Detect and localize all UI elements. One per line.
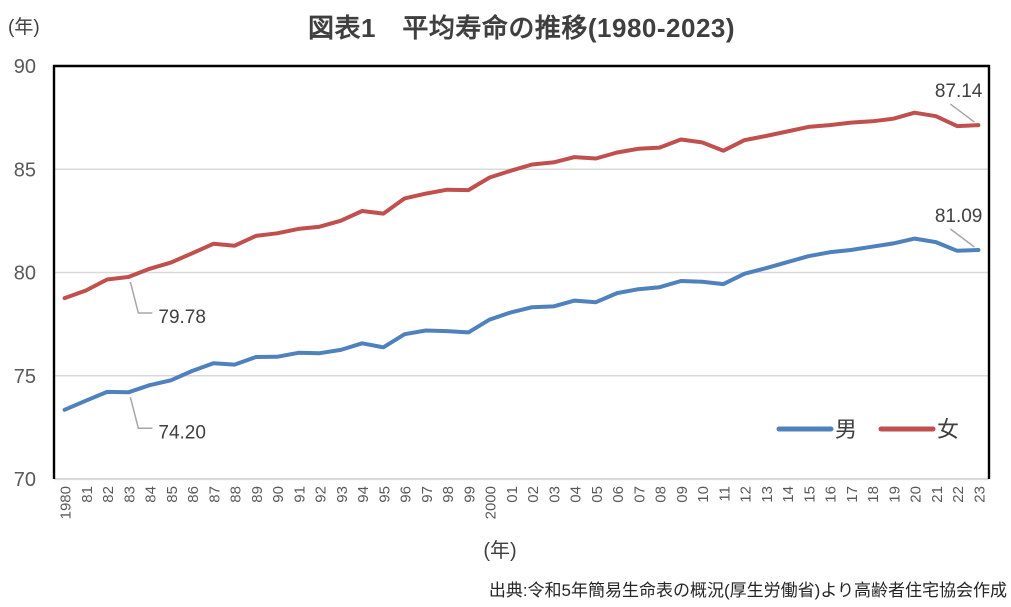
x-tick-label: 92 xyxy=(313,486,330,503)
x-tick-label: 04 xyxy=(568,486,585,503)
x-tick-label: 98 xyxy=(440,486,457,503)
chart-title: 図表1 平均寿命の推移(1980-2023) xyxy=(307,13,736,43)
y-tick-label: 80 xyxy=(14,263,36,285)
x-tick-label: 89 xyxy=(249,486,266,503)
x-tick-label: 12 xyxy=(738,486,755,503)
annotation-leader xyxy=(129,281,153,314)
x-tick-label: 97 xyxy=(419,486,436,503)
source-note: 出典:令和5年簡易生命表の概況(厚生労働省)より高齢者住宅協会作成 xyxy=(488,581,1007,600)
x-tick-label: 99 xyxy=(461,486,478,503)
x-tick-label: 20 xyxy=(908,486,925,503)
x-tick-label: 01 xyxy=(504,486,521,503)
x-tick-label: 84 xyxy=(143,486,160,503)
x-tick-label: 2000 xyxy=(483,486,500,519)
series-line-male xyxy=(62,236,981,412)
x-tick-label: 02 xyxy=(525,486,542,503)
x-tick-label: 19 xyxy=(886,486,903,503)
x-tick-label: 94 xyxy=(355,486,372,503)
legend-label-male: 男 xyxy=(835,417,857,442)
x-tick-label: 83 xyxy=(121,486,138,503)
y-tick-label: 90 xyxy=(14,56,36,78)
x-tick-label: 96 xyxy=(398,486,415,503)
y-tick-label: 75 xyxy=(14,366,36,388)
x-tick-label: 90 xyxy=(270,486,287,503)
x-tick-label: 86 xyxy=(185,486,202,503)
series-line-female xyxy=(62,110,981,301)
x-tick-label: 16 xyxy=(823,486,840,503)
x-tick-label: 06 xyxy=(610,486,627,503)
y-tick-label: 70 xyxy=(14,469,36,491)
plot-border xyxy=(52,64,991,479)
data-label-female: 87.14 xyxy=(935,81,983,102)
legend-label-female: 女 xyxy=(937,417,959,442)
annotation-leader xyxy=(129,397,153,430)
data-label-female: 79.78 xyxy=(158,307,206,328)
x-tick-label: 22 xyxy=(950,486,967,503)
x-tick-label: 08 xyxy=(653,486,670,503)
x-tick-label: 07 xyxy=(631,486,648,503)
x-tick-label: 91 xyxy=(291,486,308,503)
annotation-leader xyxy=(949,228,975,248)
data-label-male: 74.20 xyxy=(158,422,206,443)
x-tick-label: 05 xyxy=(589,486,606,503)
x-tick-label: 14 xyxy=(780,486,797,503)
x-tick-label: 17 xyxy=(844,486,861,503)
x-tick-label: 21 xyxy=(929,486,946,503)
x-tick-label: 81 xyxy=(79,486,96,503)
y-axis-unit-label: (年) xyxy=(8,17,40,38)
x-tick-label: 87 xyxy=(206,486,223,503)
x-tick-label: 85 xyxy=(164,486,181,503)
x-tick-label: 23 xyxy=(971,486,988,503)
x-tick-label: 95 xyxy=(376,486,393,503)
x-tick-label: 03 xyxy=(546,486,563,503)
x-tick-label: 11 xyxy=(716,486,733,502)
x-tick-label: 93 xyxy=(334,486,351,503)
data-label-male: 81.09 xyxy=(935,206,983,227)
x-tick-label: 88 xyxy=(228,486,245,503)
x-tick-label: 13 xyxy=(759,486,776,503)
annotation-leader xyxy=(949,103,975,123)
x-tick-label: 1980 xyxy=(58,486,75,519)
x-tick-label: 18 xyxy=(865,486,882,503)
x-tick-label: 15 xyxy=(801,486,818,503)
x-tick-label: 82 xyxy=(100,486,117,503)
x-tick-label: 09 xyxy=(674,486,691,503)
x-axis-unit-label: (年) xyxy=(483,540,517,562)
x-tick-label: 10 xyxy=(695,486,712,503)
y-tick-label: 85 xyxy=(14,159,36,181)
